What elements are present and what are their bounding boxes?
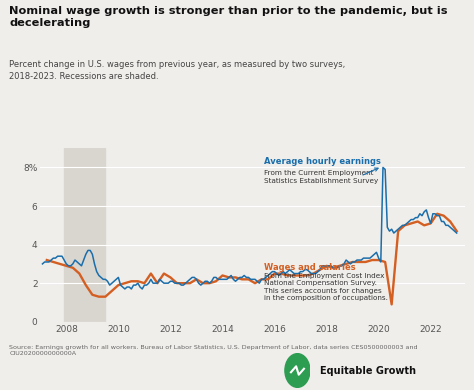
Text: Equitable Growth: Equitable Growth (320, 366, 416, 376)
Text: Nominal wage growth is stronger than prior to the pandemic, but is
decelerating: Nominal wage growth is stronger than pri… (9, 6, 448, 28)
Bar (64, 148, 105, 322)
Text: Average hourly earnings: Average hourly earnings (264, 157, 381, 166)
Circle shape (285, 354, 310, 387)
Text: From the Current Employment
Statistics Establishment Survey: From the Current Employment Statistics E… (264, 170, 378, 184)
Text: From the Employment Cost Index
National Compensation Survey.
This series account: From the Employment Cost Index National … (264, 273, 388, 301)
Text: Source: Earnings growth for all workers. Bureau of Labor Statistics, U.S. Depart: Source: Earnings growth for all workers.… (9, 345, 418, 356)
Text: Percent change in U.S. wages from previous year, as measured by two surveys,
201: Percent change in U.S. wages from previo… (9, 60, 346, 81)
Text: Wages and salaries: Wages and salaries (264, 263, 356, 272)
